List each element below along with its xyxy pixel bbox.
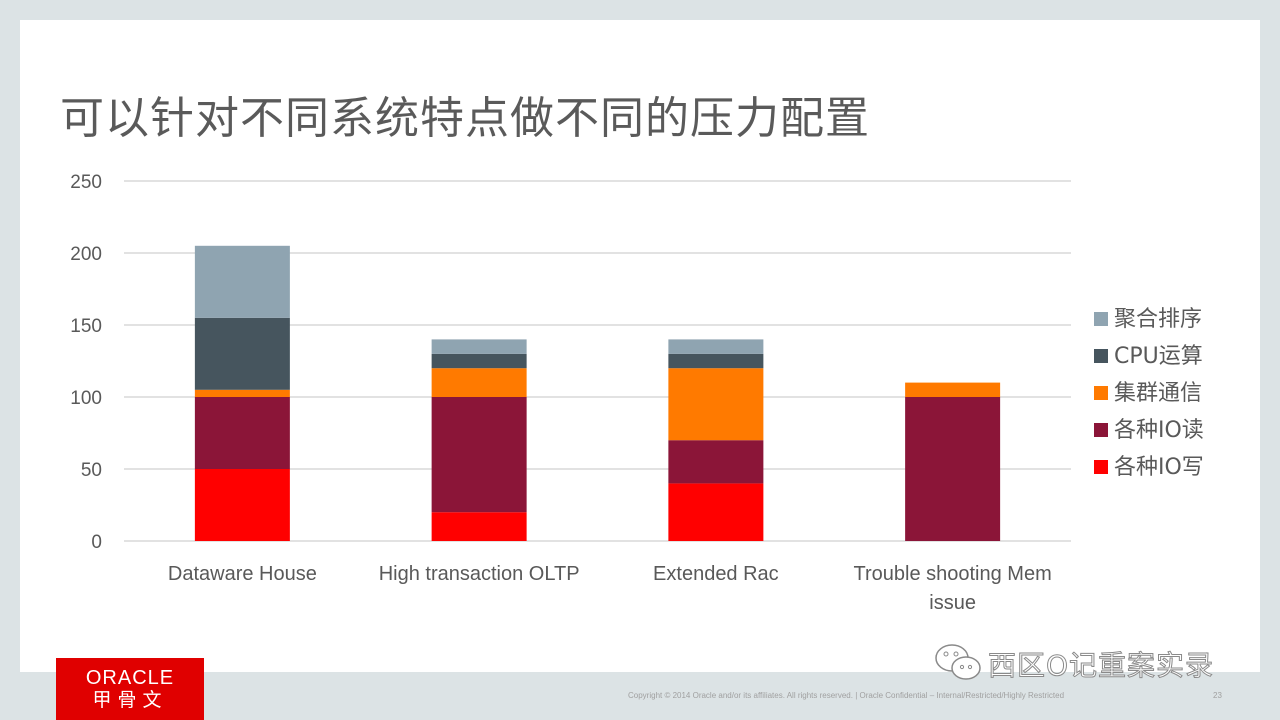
wechat-icon (935, 644, 981, 680)
bar-segment (194, 469, 290, 541)
legend-label: CPU运算 (1114, 343, 1203, 369)
x-axis-categories: Dataware House High transaction OLTP Exten… (168, 563, 1052, 614)
legend-swatch (1094, 422, 1108, 437)
y-tick-label: 150 (70, 316, 102, 337)
logo-text-cn: 甲骨文 (92, 689, 168, 711)
bar-segment (668, 368, 764, 441)
legend-item: 集群通信 (1094, 372, 1204, 409)
legend-swatch (1094, 459, 1108, 474)
bar-segment (431, 397, 527, 513)
bar-segment (905, 382, 1001, 397)
logo-text-en: ORACLE (85, 667, 175, 689)
bar-segment (668, 339, 764, 354)
x-category-label: Dataware House (168, 563, 317, 585)
watermark-text: 西区O记重案实录 (987, 649, 1215, 683)
legend-label: 各种IO读 (1114, 417, 1204, 443)
bars (194, 245, 1001, 541)
oracle-logo: ORACLE 甲骨文 (56, 658, 204, 720)
bar-segment (431, 512, 527, 541)
y-axis-ticks: 0 50 100 150 200 250 (70, 172, 102, 553)
legend-swatch (1094, 311, 1108, 326)
copyright-text: Copyright © 2014 Oracle and/or its affil… (628, 691, 1065, 700)
bar-segment (431, 353, 527, 369)
slide-title: 可以针对不同系统特点做不同的压力配置 (60, 93, 870, 144)
legend-swatch (1094, 348, 1108, 363)
y-tick-label: 100 (70, 388, 102, 409)
bar-segment (905, 397, 1001, 541)
y-tick-label: 200 (70, 244, 102, 265)
bar-segment (194, 245, 290, 318)
bar-segment (668, 440, 764, 484)
legend-item: CPU运算 (1094, 335, 1204, 372)
legend-label: 聚合排序 (1114, 306, 1203, 332)
bar-segment (194, 389, 290, 397)
bar-segment (194, 317, 290, 390)
legend-item: 各种IO读 (1094, 409, 1204, 446)
x-category-label: Trouble shooting Mem (854, 563, 1052, 585)
bar-segment (668, 353, 764, 369)
legend-item: 各种IO写 (1094, 446, 1204, 483)
y-tick-label: 50 (81, 460, 102, 481)
x-category-label: Extended Rac (653, 563, 779, 585)
bar-segment (194, 397, 290, 469)
x-category-label: High transaction OLTP (379, 563, 580, 585)
chart-legend: 聚合排序 CPU运算集群通信各种IO读各种IO写 (1094, 298, 1204, 483)
legend-swatch (1094, 385, 1108, 400)
page-number: 23 (1213, 691, 1222, 700)
bar-segment (431, 339, 527, 354)
legend-item: 聚合排序 (1094, 298, 1204, 335)
legend-label: 集群通信 (1114, 380, 1203, 406)
y-tick-label: 250 (70, 172, 102, 193)
x-category-label: issue (929, 592, 976, 614)
bar-segment (668, 483, 764, 541)
legend-label: 各种IO写 (1114, 454, 1204, 480)
y-tick-label: 0 (91, 532, 102, 553)
wechat-watermark: 西区O记重案实录 (932, 640, 1214, 688)
bar-segment (431, 368, 527, 397)
